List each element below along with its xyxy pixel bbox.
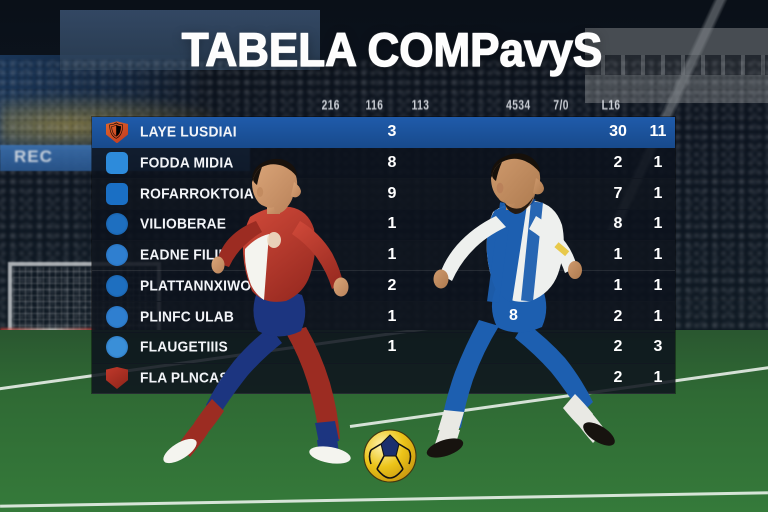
svg-text:8: 8 [509,307,518,324]
